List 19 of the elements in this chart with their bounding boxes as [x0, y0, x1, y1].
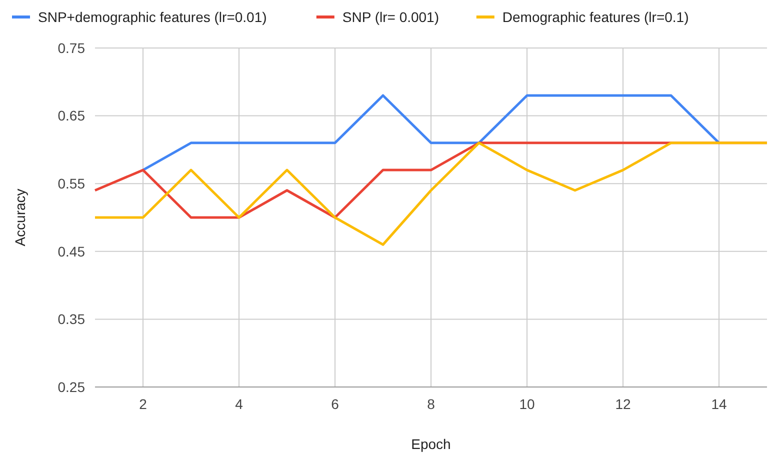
x-tick-label: 12: [615, 396, 631, 412]
y-tick-label: 0.75: [58, 40, 86, 56]
x-tick-label: 2: [139, 396, 148, 412]
x-tick-label: 4: [235, 396, 244, 412]
x-tick-label: 8: [427, 396, 436, 412]
x-tick-label: 10: [519, 396, 535, 412]
y-tick-label: 0.35: [58, 311, 86, 328]
legend-label: SNP+demographic features (lr=0.01): [38, 8, 267, 25]
legend-label: SNP (lr= 0.001): [342, 8, 440, 25]
y-tick-label: 0.45: [58, 243, 86, 260]
x-tick-label: 14: [711, 396, 727, 412]
legend-label: Demographic features (lr=0.1): [502, 8, 689, 25]
x-axis-title: Epoch: [411, 436, 451, 452]
x-tick-label: 6: [331, 396, 340, 412]
y-axis-title: Accuracy: [12, 188, 28, 246]
line-series: [94, 142, 768, 246]
y-tick-label: 0.25: [58, 378, 86, 395]
y-tick-label: 0.65: [58, 108, 86, 124]
y-tick-label: 0.55: [58, 176, 86, 192]
